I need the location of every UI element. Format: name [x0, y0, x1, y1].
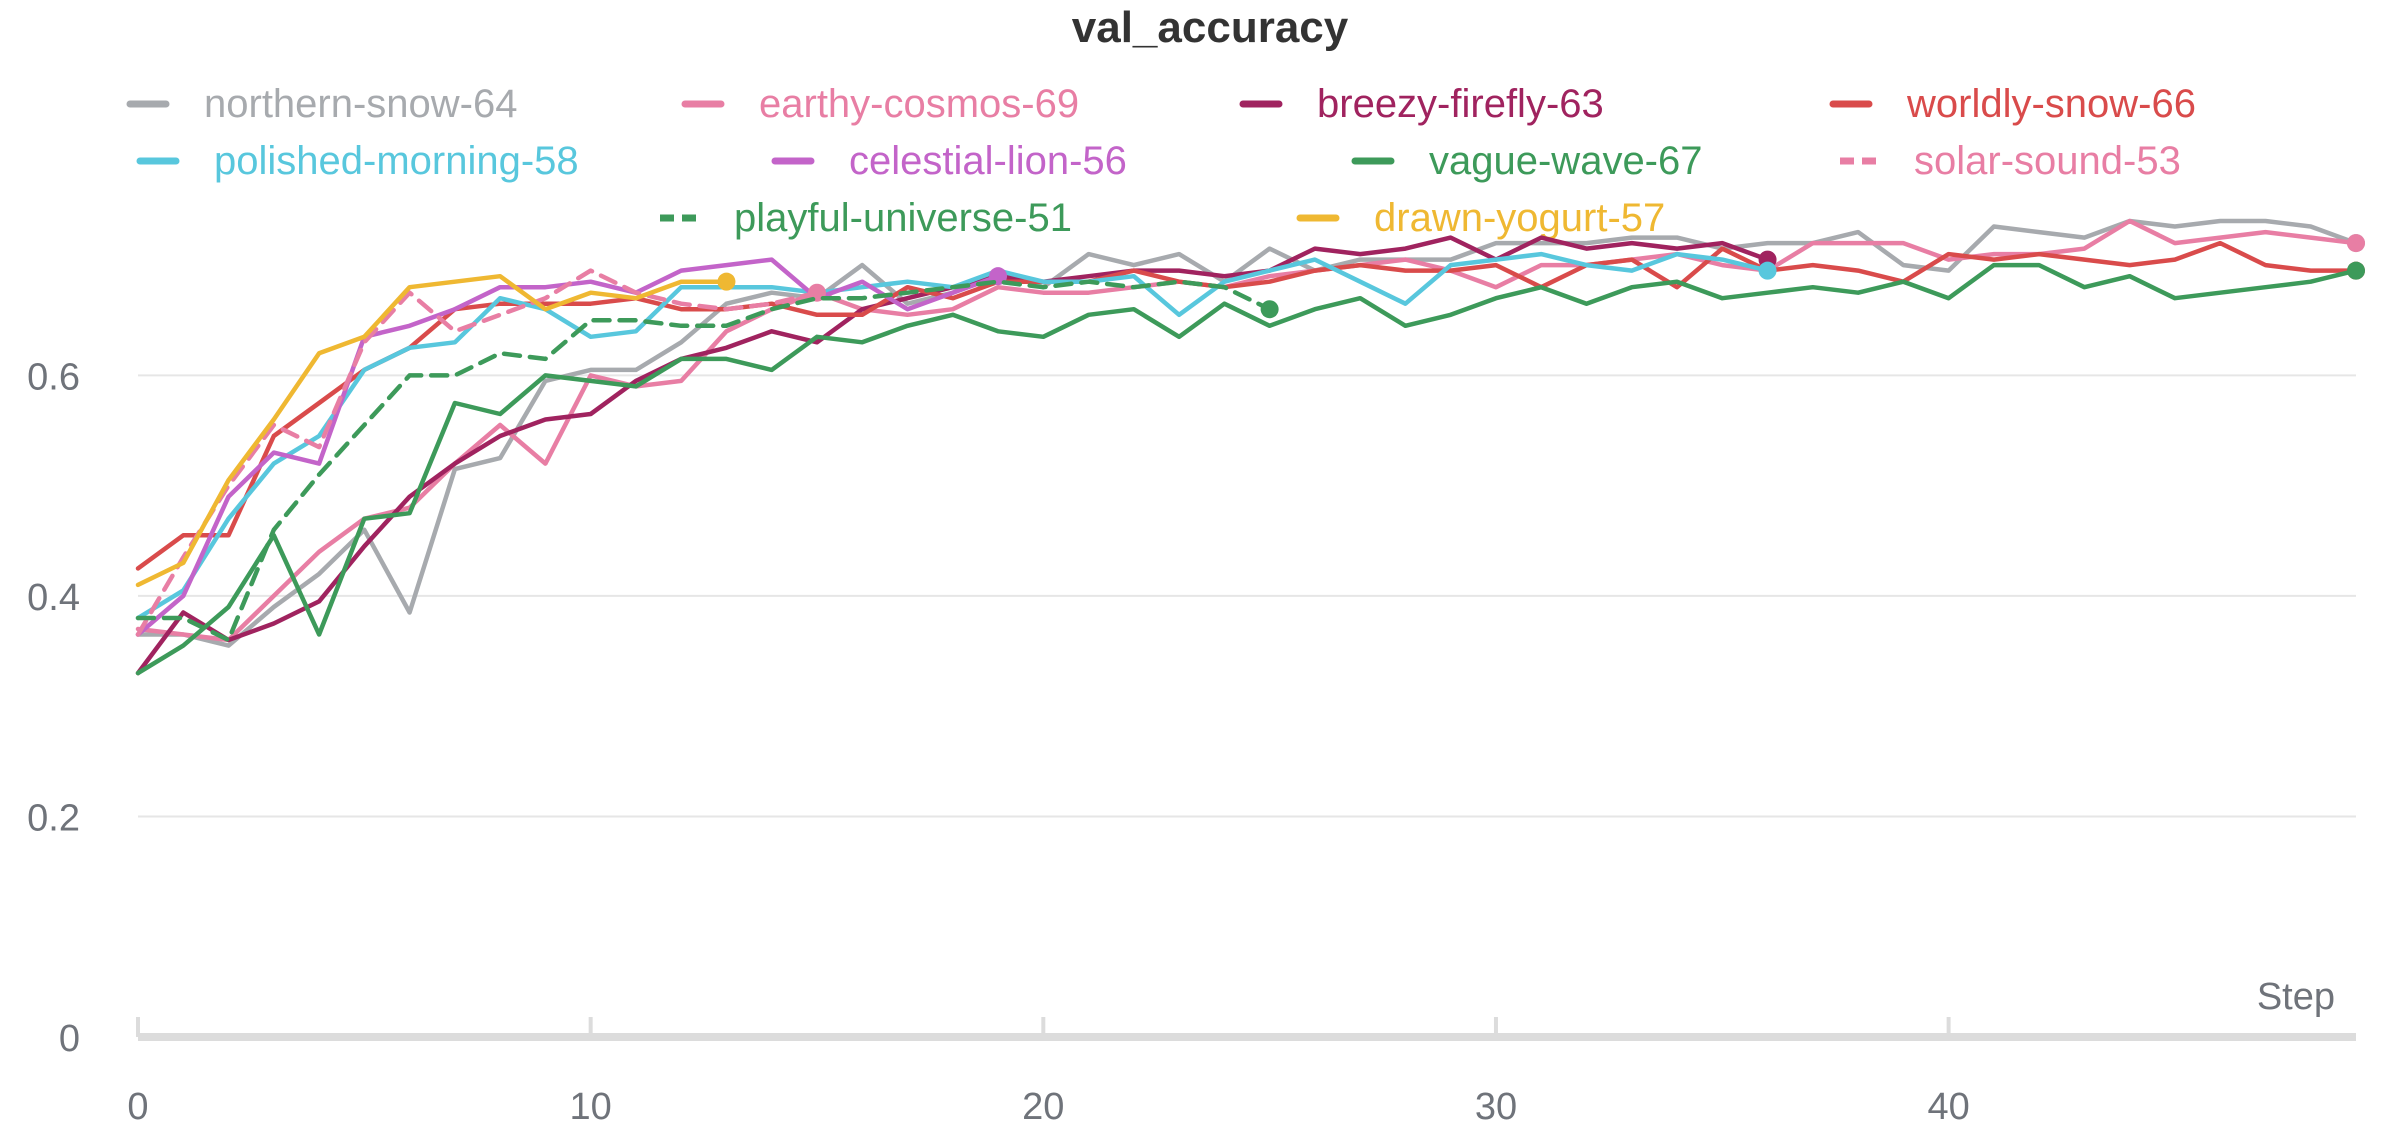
legend: northern-snow-64 earthy-cosmos-69 breezy-f… — [126, 82, 2196, 240]
x-tick-label: 10 — [570, 1086, 612, 1128]
x-axis-label: Step — [2257, 976, 2335, 1018]
legend-label: vague-wave-67 — [1429, 139, 1703, 183]
series-line-northern-snow-64 — [135, 218, 2359, 648]
legend-label: playful-universe-51 — [734, 196, 1072, 240]
x-tick-label: 0 — [127, 1086, 148, 1128]
series-line-drawn-yogurt-57 — [135, 273, 729, 588]
series-end-point — [2347, 261, 2365, 280]
legend-item[interactable]: breezy-firefly-63 — [1239, 82, 1604, 126]
series-line-playful-universe-51 — [135, 279, 1272, 643]
y-tick-label: 0.2 — [27, 797, 80, 839]
legend-label: worldly-snow-66 — [1906, 82, 2196, 126]
x-tick-label: 30 — [1475, 1086, 1517, 1128]
legend-label: earthy-cosmos-69 — [759, 82, 1079, 126]
legend-item[interactable]: solar-sound-53 — [1840, 139, 2181, 183]
x-tick-label: 40 — [1927, 1086, 1969, 1128]
legend-item[interactable]: northern-snow-64 — [126, 82, 518, 126]
plot-area — [135, 218, 2365, 676]
series-line-breezy-firefly-63 — [135, 235, 1770, 676]
series-end-point — [1260, 300, 1279, 319]
legend-item[interactable]: celestial-lion-56 — [771, 139, 1127, 183]
legend-label: breezy-firefly-63 — [1317, 82, 1604, 126]
y-tick-label: 0.6 — [27, 356, 80, 398]
legend-item[interactable]: drawn-yogurt-57 — [1296, 196, 1665, 240]
series-end-point — [2347, 234, 2365, 253]
legend-item[interactable]: vague-wave-67 — [1351, 139, 1703, 183]
series-end-point — [717, 272, 736, 291]
legend-item[interactable]: earthy-cosmos-69 — [681, 82, 1079, 126]
legend-item[interactable]: worldly-snow-66 — [1829, 82, 2196, 126]
y-tick-label: 0 — [59, 1018, 80, 1060]
grid — [138, 374, 2356, 818]
series-line-vague-wave-67 — [135, 262, 2359, 676]
series-line-worldly-snow-66 — [135, 240, 2359, 571]
series-end-point — [1758, 261, 1777, 280]
legend-item[interactable]: polished-morning-58 — [136, 139, 579, 183]
legend-label: solar-sound-53 — [1914, 139, 2181, 183]
x-tick-label: 20 — [1022, 1086, 1064, 1128]
legend-label: celestial-lion-56 — [849, 139, 1127, 183]
axes: 0 0.2 0.4 0.6 0 10 20 30 40 — [27, 356, 2356, 1128]
legend-label: northern-snow-64 — [204, 82, 518, 126]
legend-label: polished-morning-58 — [214, 139, 579, 183]
legend-label: drawn-yogurt-57 — [1374, 196, 1665, 240]
chart-title: val_accuracy — [1072, 3, 1349, 52]
series-line-solar-sound-53 — [135, 268, 820, 637]
legend-item[interactable]: playful-universe-51 — [660, 196, 1072, 240]
y-tick-label: 0.4 — [27, 577, 80, 619]
